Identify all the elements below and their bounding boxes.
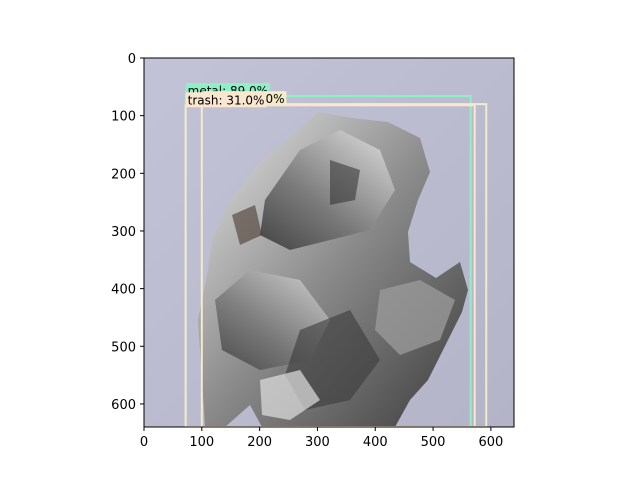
detection-box (200, 103, 488, 427)
x-tick-label: 400 (363, 435, 388, 450)
x-tick-label: 100 (189, 435, 214, 450)
y-tick-label: 500 (111, 340, 136, 355)
x-tick-label: 300 (305, 435, 330, 450)
y-tick-label: 300 (111, 225, 136, 240)
foil-highlight (260, 370, 320, 420)
foil-shadow (330, 160, 360, 205)
detection-labels: metal: 89.0%paper: 48.0%trash: 31.0% (185, 83, 287, 108)
y-tick-label: 200 (111, 167, 136, 182)
y-axis: 0 100 200 300 400 500 600 (111, 52, 144, 413)
x-tick-label: 600 (478, 435, 503, 450)
axes-frame (143, 57, 515, 428)
y-tick-label: 100 (111, 110, 136, 125)
photo (144, 58, 514, 427)
x-tick-label: 200 (247, 435, 272, 450)
detection-label-background (185, 92, 267, 108)
foil-shadow (232, 205, 262, 245)
y-tick-label: 400 (111, 283, 136, 298)
detection-label: trash: 31.0% (185, 92, 267, 108)
x-tick-label: 0 (140, 435, 148, 450)
x-axis: 0 100 200 300 400 500 600 (140, 427, 503, 450)
y-tick-label: 0 (128, 52, 136, 67)
x-tick-label: 500 (421, 435, 446, 450)
foil-highlight (260, 130, 395, 250)
y-tick-label: 600 (111, 398, 136, 413)
foil-highlight (375, 280, 455, 355)
detection-label-text: trash: 31.0% (188, 93, 265, 107)
